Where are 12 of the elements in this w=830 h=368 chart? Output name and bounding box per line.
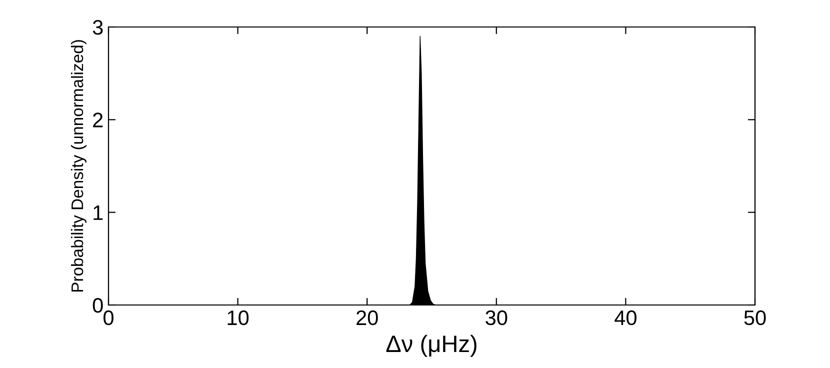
y-tick-label: 2 — [93, 112, 103, 128]
x-tick-label: 40 — [614, 310, 636, 326]
x-tick-label: 10 — [228, 310, 249, 326]
y-tick-label: 1 — [94, 206, 103, 220]
y-axis-title: Probability Density (unnormalized) — [70, 40, 86, 292]
x-axis-title: Δν (μHz) — [386, 334, 476, 357]
x-tick-label: 20 — [356, 310, 378, 326]
y-tick-label: 3 — [92, 20, 103, 35]
y-tick-label: 0 — [92, 298, 103, 313]
x-tick-label: 50 — [744, 310, 766, 326]
x-tick-label: 0 — [104, 310, 114, 326]
x-tick-label: 30 — [486, 310, 508, 326]
